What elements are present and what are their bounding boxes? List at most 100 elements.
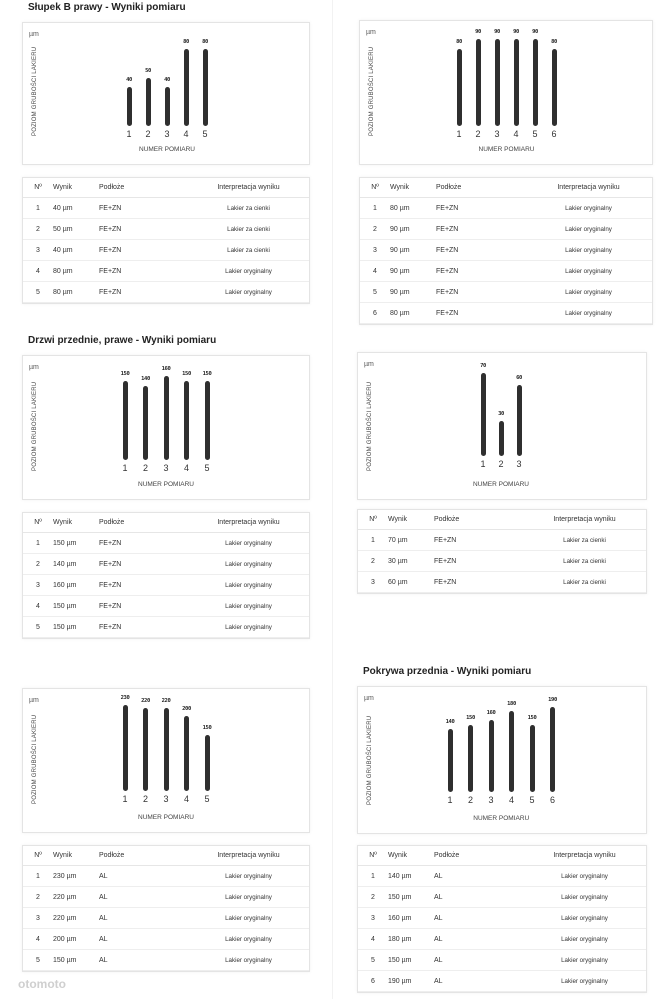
table-cell: Lakier oryginalny <box>523 928 646 950</box>
table-cell: Lakier oryginalny <box>525 260 652 282</box>
chart-tick-label: 3 <box>163 794 169 804</box>
chart-bar <box>126 87 132 126</box>
chart-bar <box>550 706 555 792</box>
table-cell: FE+ZN <box>434 529 523 551</box>
table-cell: FE+ZN <box>99 574 188 596</box>
table-row: 2 90 µm FE+ZN Lakier oryginalny <box>360 218 652 240</box>
table-row: 3 60 µm FE+ZN Lakier za cienki <box>358 571 646 593</box>
table-row: 1 70 µm FE+ZN Lakier za cienki <box>358 529 646 551</box>
table-cell: FE+ZN <box>436 260 525 282</box>
table-cell: 150 µm <box>387 949 434 971</box>
table-header: Nº <box>23 846 52 866</box>
table-cell: 180 µm <box>387 928 434 950</box>
table-cell: 160 µm <box>52 574 99 596</box>
chart-bar <box>532 38 538 126</box>
table-cell: 1 <box>23 197 52 219</box>
table-cell: Lakier oryginalny <box>525 281 652 303</box>
chart-tick-label: 4 <box>183 463 190 473</box>
table-row: 3 160 µm AL Lakier oryginalny <box>358 907 646 929</box>
chart-value-label: 90 <box>475 28 481 35</box>
chart-value-label: 70 <box>480 363 486 370</box>
table-cell: Lakier za cienki <box>188 197 309 219</box>
table-cell: 70 µm <box>387 529 434 551</box>
table-row: 5 90 µm FE+ZN Lakier oryginalny <box>360 281 652 303</box>
chart-tick-label: 4 <box>508 795 515 805</box>
chart-tick-label: 6 <box>549 795 556 805</box>
table-cell: Lakier oryginalny <box>188 260 309 282</box>
chart-tick-label: 2 <box>467 795 474 805</box>
table-cell: 230 µm <box>52 865 99 887</box>
table-cell: Lakier oryginalny <box>188 595 309 617</box>
table-cell: 2 <box>358 550 387 572</box>
table-cell: FE+ZN <box>436 239 525 261</box>
chart-tick-label: 2 <box>498 459 504 469</box>
table-cell: FE+ZN <box>99 616 188 638</box>
table-cell: Lakier oryginalny <box>188 532 309 554</box>
table-cell: Lakier za cienki <box>523 571 646 593</box>
table-cell: 2 <box>358 886 387 908</box>
table-cell: 3 <box>23 907 52 929</box>
table-header: Wynik <box>52 513 99 533</box>
table-row: 2 220 µm AL Lakier oryginalny <box>23 886 309 908</box>
results-table: Nº Wynik Podłoże Interpretacja wyniku 1 70 µm… <box>357 509 647 594</box>
chart-tick-label: 1 <box>122 794 128 804</box>
chart-tick-label: 3 <box>516 459 522 469</box>
chart-x-axis-label: NUMER POMIARU <box>138 481 194 488</box>
chart-unit-label: µm <box>29 31 39 38</box>
chart-value-label: 80 <box>456 38 462 45</box>
chart-bar <box>143 708 148 791</box>
table-cell: 80 µm <box>389 302 436 324</box>
chart-value-label: 40 <box>126 77 132 84</box>
table-row: 3 160 µm FE+ZN Lakier oryginalny <box>23 574 309 596</box>
chart-bar <box>488 720 494 792</box>
table-cell: 80 µm <box>389 197 436 219</box>
table-cell: FE+ZN <box>99 239 188 261</box>
table-cell: 5 <box>23 281 52 303</box>
table-cell: AL <box>434 886 523 908</box>
table-cell: 220 µm <box>52 886 99 908</box>
chart-value-label: 60 <box>516 375 522 382</box>
table-cell: Lakier oryginalny <box>525 239 652 261</box>
table-cell: 5 <box>360 281 389 303</box>
table-cell: 3 <box>358 571 387 593</box>
table-row: 3 220 µm AL Lakier oryginalny <box>23 907 309 929</box>
table-cell: 30 µm <box>387 550 434 572</box>
chart-bar <box>163 375 169 460</box>
chart-value-label: 150 <box>202 371 212 378</box>
chart-unit-label: µm <box>29 364 39 371</box>
chart-tick-label: 3 <box>494 129 500 139</box>
table-cell: Lakier oryginalny <box>523 865 646 887</box>
table-cell: 150 µm <box>52 616 99 638</box>
chart-bar <box>529 724 535 792</box>
table-cell: 90 µm <box>389 260 436 282</box>
table-header: Podłoże <box>99 846 188 866</box>
chart-value-label: 90 <box>532 28 538 35</box>
table-header: Nº <box>23 178 52 198</box>
chart-bar <box>509 711 514 792</box>
chart-x-axis-label: NUMER POMIARU <box>478 146 535 153</box>
table-cell: 4 <box>23 928 52 950</box>
table-cell: 6 <box>360 302 389 324</box>
chart-unit-label: µm <box>29 697 39 704</box>
table-cell: Lakier oryginalny <box>523 886 646 908</box>
chart-y-axis-label: POZIOM GRUBOŚCI LAKIERU <box>367 381 373 471</box>
table-header: Podłoże <box>434 846 523 866</box>
chart-tick-label: 6 <box>551 129 557 139</box>
chart-value-label: 160 <box>486 710 496 717</box>
chart-y-axis-label: POZIOM GRUBOŚCI LAKIERU <box>369 46 375 136</box>
chart-tick-label: 3 <box>488 795 494 805</box>
panel-title: Słupek B prawy - Wyniki pomiaru <box>28 2 186 13</box>
chart-value-label: 150 <box>527 714 537 721</box>
table-cell: 1 <box>358 865 387 887</box>
chart-value-label: 200 <box>182 705 191 712</box>
table-row: 4 200 µm AL Lakier oryginalny <box>23 928 309 950</box>
chart-value-label: 220 <box>161 698 171 705</box>
table-header: Interpretacja wyniku <box>525 178 652 198</box>
chart-value-label: 80 <box>202 38 208 45</box>
table-cell: 90 µm <box>389 281 436 303</box>
table-cell: Lakier za cienki <box>523 529 646 551</box>
table-cell: Lakier oryginalny <box>523 907 646 929</box>
table-cell: AL <box>434 907 523 929</box>
table-cell: 60 µm <box>387 571 434 593</box>
chart-tick-label: 2 <box>145 129 151 139</box>
